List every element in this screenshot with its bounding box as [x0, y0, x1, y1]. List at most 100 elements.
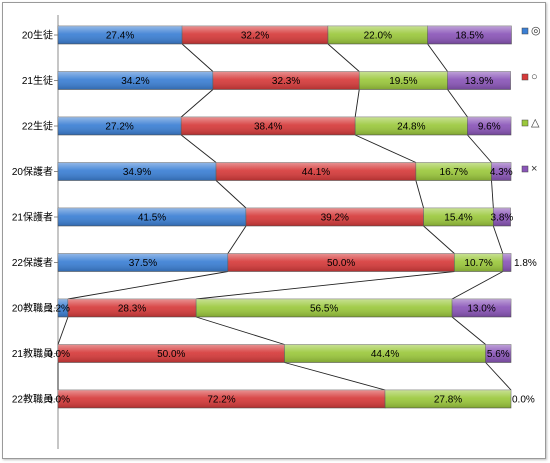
- category-label: 20教職員: [12, 302, 53, 315]
- category-label: 21保護者: [12, 211, 53, 224]
- category-label: 22保護者: [12, 256, 53, 269]
- data-label: 19.5%: [389, 76, 417, 87]
- bar-segment-gloss: [327, 26, 428, 44]
- data-label: 32.3%: [272, 76, 300, 87]
- series-line: [491, 180, 494, 209]
- series-line: [67, 271, 228, 300]
- series-line: [447, 89, 468, 118]
- bar-segment-gloss: [181, 117, 356, 135]
- data-label: 38.4%: [254, 122, 282, 133]
- data-label: 15.4%: [444, 213, 472, 224]
- series-line: [57, 316, 69, 345]
- data-label: 44.1%: [302, 167, 330, 178]
- data-label: 24.8%: [397, 122, 425, 133]
- series-line: [451, 316, 486, 345]
- bar-segment-gloss: [447, 71, 511, 90]
- data-label: 44.4%: [371, 349, 399, 360]
- data-label: 22.0%: [364, 31, 392, 42]
- series-line: [180, 134, 217, 163]
- bar-segment-gloss: [467, 117, 511, 135]
- bar-segment-gloss: [212, 71, 360, 90]
- data-label: 32.2%: [241, 31, 269, 42]
- bar-segment-gloss: [58, 26, 183, 44]
- data-label: 39.2%: [321, 213, 349, 224]
- category-label: 20保護者: [12, 165, 53, 178]
- series-line: [485, 362, 512, 391]
- series-line: [467, 134, 492, 163]
- series-line: [423, 225, 455, 254]
- data-label: 0.0%: [47, 395, 70, 406]
- category-label: 22教職員: [12, 393, 53, 406]
- data-label: 13.0%: [467, 304, 495, 315]
- bar-segment-gloss: [182, 26, 328, 44]
- bar-segment-gloss: [493, 208, 511, 226]
- series-line: [354, 134, 417, 163]
- category-label: 22生徒: [22, 120, 53, 133]
- series-line: [180, 89, 214, 118]
- bar-segment-gloss: [196, 299, 453, 317]
- series-line: [196, 316, 285, 345]
- legend-swatch: [521, 119, 529, 127]
- series-line: [284, 362, 386, 391]
- data-label: 27.4%: [106, 31, 134, 42]
- data-label: 27.8%: [434, 395, 462, 406]
- data-label: 0.0%: [512, 395, 535, 406]
- series-line: [181, 43, 214, 72]
- data-label: 16.7%: [440, 167, 468, 178]
- data-label: 34.9%: [123, 167, 151, 178]
- bar-segment-gloss: [58, 208, 246, 226]
- legend-label: ◎: [531, 25, 541, 37]
- data-label: 3.8%: [491, 213, 514, 224]
- series-line: [196, 271, 455, 300]
- legend-swatch: [521, 165, 529, 173]
- bar-segment-gloss: [227, 253, 455, 272]
- data-label: 10.7%: [464, 258, 492, 269]
- bar-segment-gloss: [423, 208, 494, 226]
- bar-segment-gloss: [245, 208, 424, 226]
- data-label: 0.0%: [47, 349, 70, 360]
- category-label: 21生徒: [22, 74, 53, 87]
- data-label: 41.5%: [138, 213, 166, 224]
- series-line: [354, 89, 360, 118]
- bar-segment-gloss: [491, 162, 511, 181]
- data-label: 56.5%: [310, 304, 338, 315]
- bar-segment-gloss: [58, 117, 182, 135]
- data-label: 4.3%: [490, 167, 513, 178]
- legend-label: ○: [531, 71, 538, 83]
- data-label: 2.2%: [47, 304, 70, 315]
- bar-segment-gloss: [58, 390, 386, 408]
- data-label: 28.3%: [118, 304, 146, 315]
- series-line: [451, 271, 504, 300]
- bar-segment-gloss: [58, 344, 285, 363]
- category-label: 21教職員: [12, 347, 53, 360]
- category-label: 20生徒: [22, 29, 53, 42]
- data-label: 50.0%: [157, 349, 185, 360]
- data-label: 9.6%: [478, 122, 501, 133]
- legend-swatch: [521, 73, 529, 81]
- series-line: [415, 180, 425, 209]
- chart-frame: 20生徒 27.4% 32.2% 22.0% 18.5% 21生徒 34.2% 32.3% 19…: [2, 2, 546, 459]
- bar-segment-gloss: [385, 390, 511, 408]
- data-label: 5.6%: [487, 349, 510, 360]
- bar-segment-gloss: [58, 253, 228, 272]
- data-label: 34.2%: [121, 76, 149, 87]
- series-line: [492, 225, 504, 254]
- data-label: 1.8%: [514, 258, 537, 269]
- legend-label: △: [531, 117, 540, 129]
- bar-segment-gloss: [216, 162, 416, 181]
- data-label: 27.2%: [105, 122, 133, 133]
- stacked-bar-chart: 20生徒 27.4% 32.2% 22.0% 18.5% 21生徒 34.2% 32.3% 19…: [12, 15, 541, 449]
- data-label: 50.0%: [327, 258, 355, 269]
- bar-segment-gloss: [58, 162, 217, 181]
- legend-label: ×: [531, 163, 537, 175]
- legend-swatch: [521, 27, 529, 35]
- bar-segment-gloss: [58, 71, 213, 90]
- bar-segment-gloss: [427, 26, 512, 44]
- series-line: [215, 180, 247, 209]
- bar-segment-gloss: [454, 253, 503, 272]
- data-label: 13.9%: [465, 76, 493, 87]
- series-line: [227, 225, 247, 254]
- bar-segment-gloss: [415, 162, 492, 181]
- data-label: 18.5%: [455, 31, 483, 42]
- bar-segment-gloss: [452, 299, 511, 317]
